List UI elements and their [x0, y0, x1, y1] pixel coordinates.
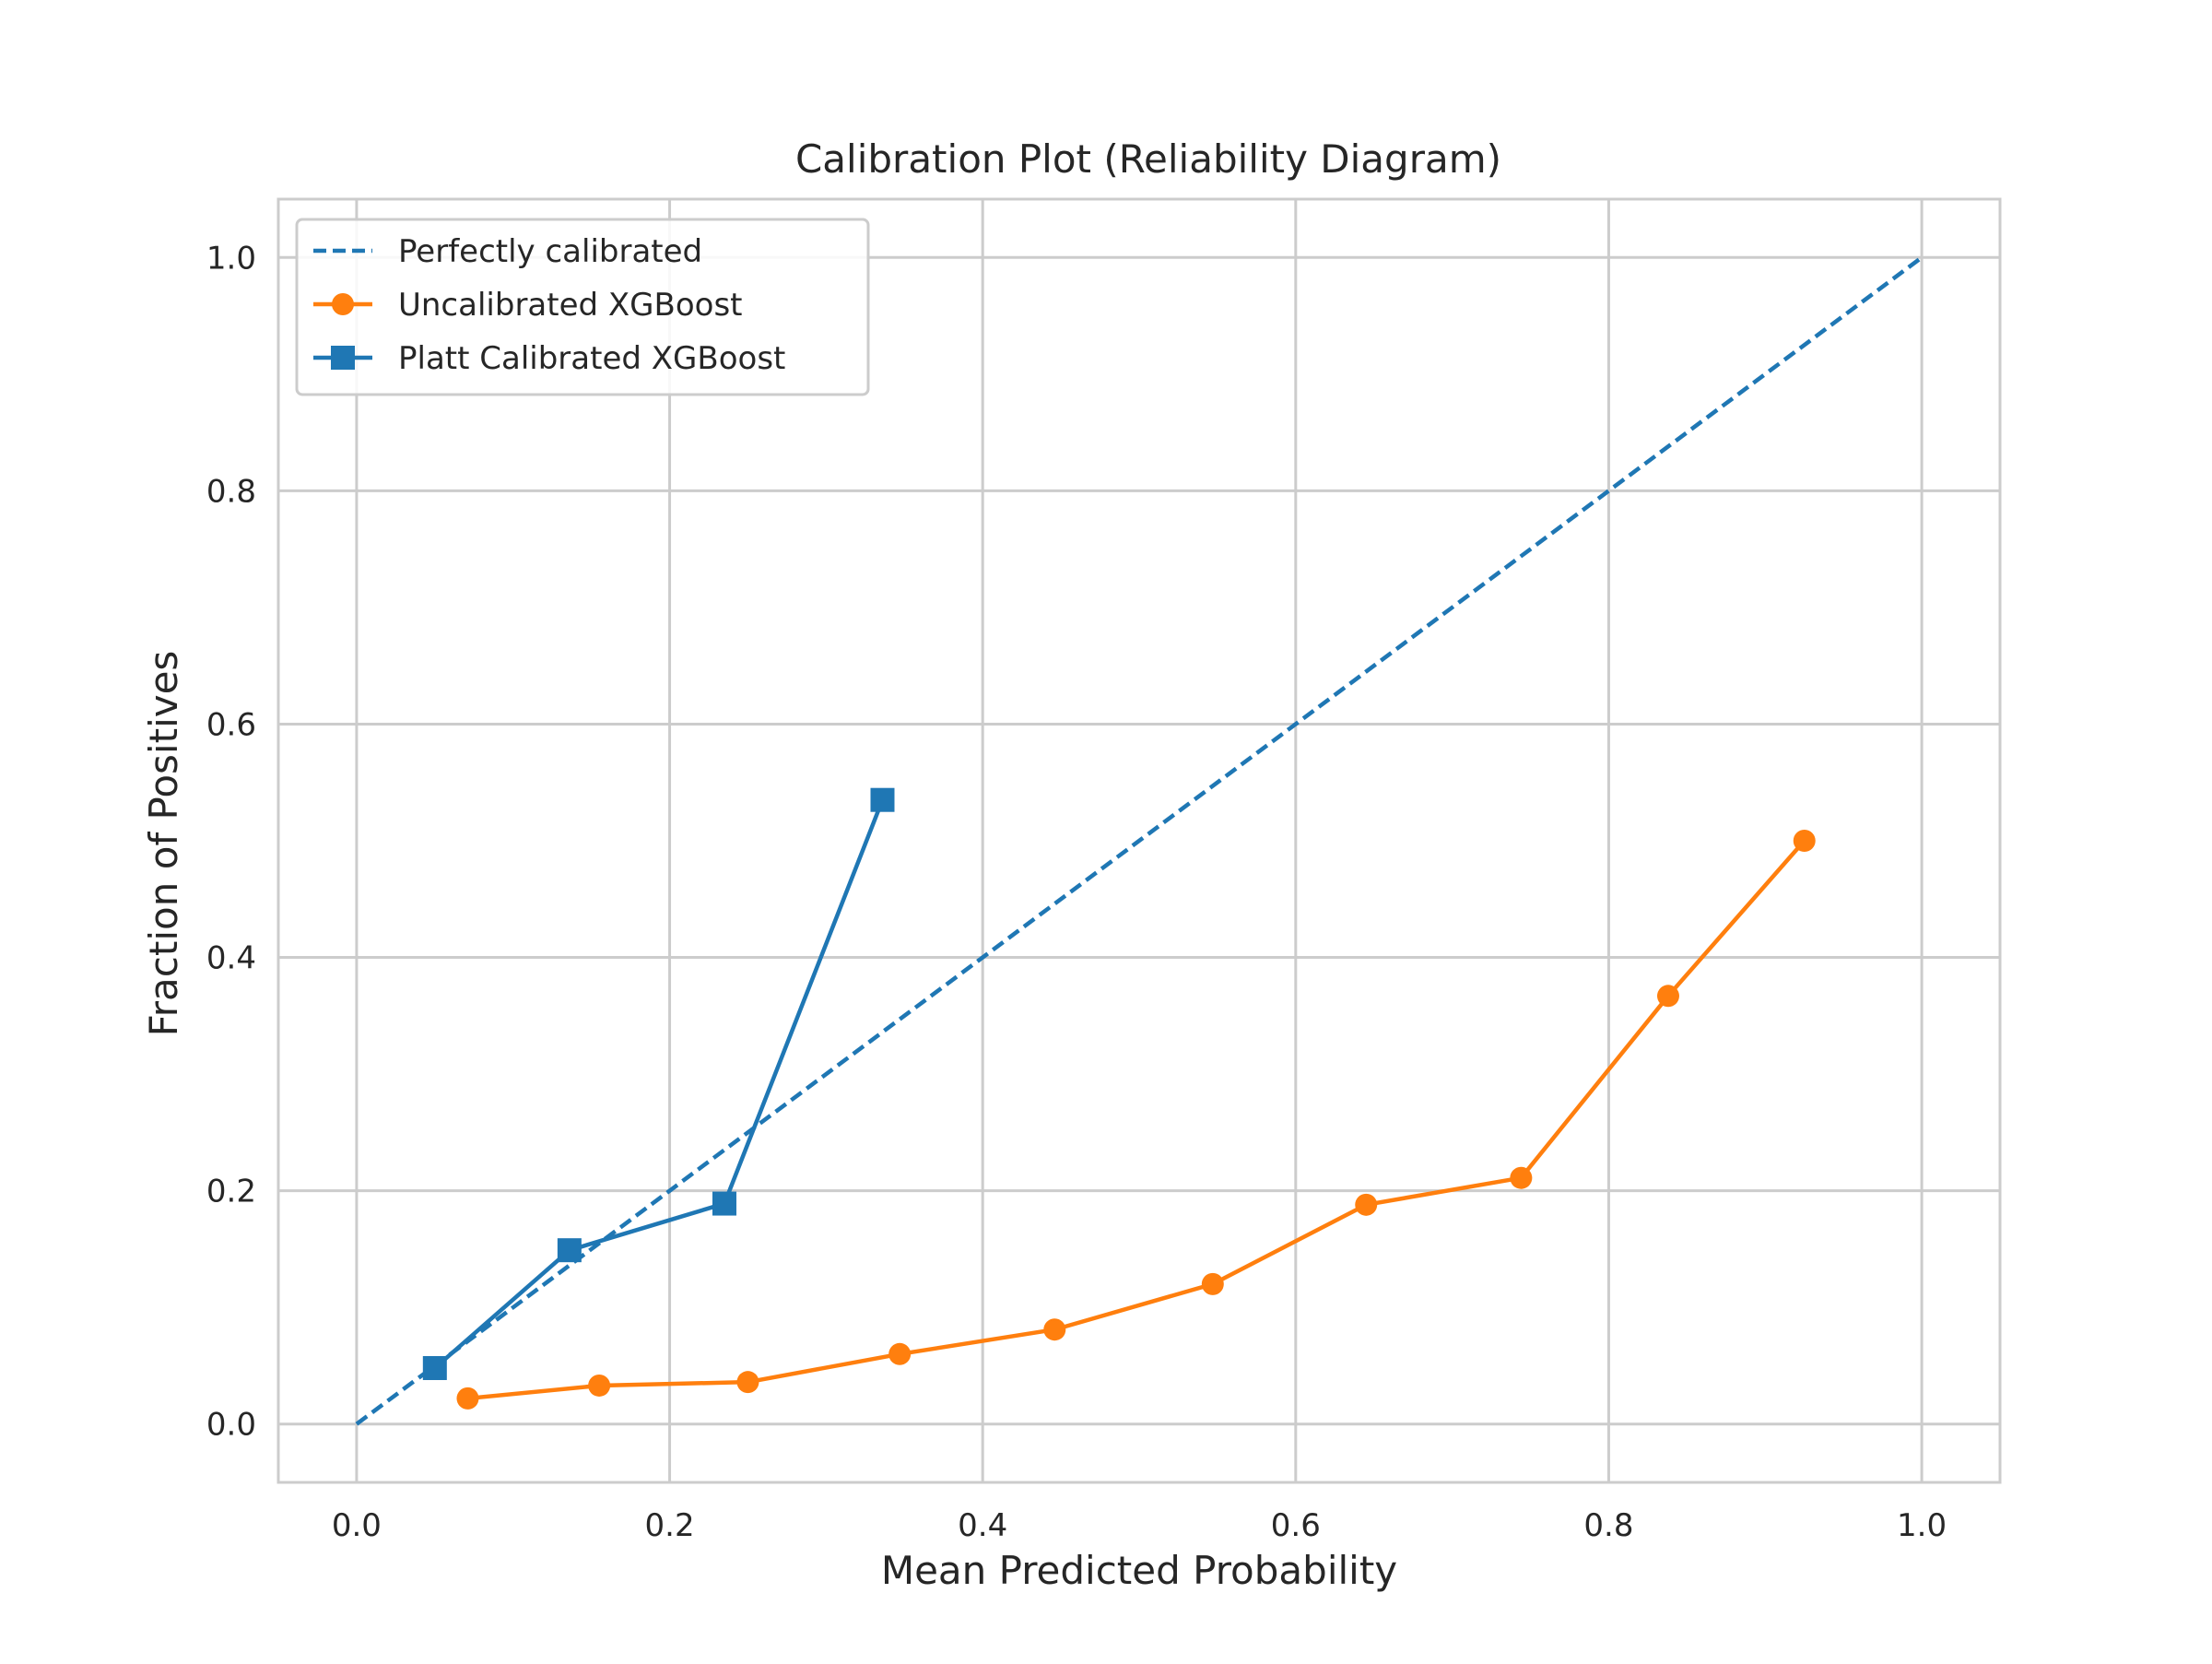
data-point — [422, 1355, 447, 1380]
legend-item: Uncalibrated XGBoost — [313, 287, 743, 324]
x-tick-label: 0.4 — [958, 1507, 1007, 1544]
data-point — [1656, 985, 1679, 1008]
x-tick-label: 0.0 — [332, 1507, 382, 1544]
legend: Perfectly calibrated Uncalibrated XGBoost… — [295, 218, 870, 396]
data-point — [456, 1387, 479, 1410]
series-uncalibrated-xgboost — [456, 830, 1816, 1410]
series-line — [433, 798, 885, 1370]
plot-frame — [276, 197, 2002, 1484]
series-line — [355, 255, 1924, 1426]
axes: 0.0 0.2 0.4 0.6 0.8 1.0 0.0 0.2 0.4 0.6 0.8 1.0 — [206, 197, 2002, 1544]
series-line — [467, 839, 1806, 1401]
x-tick-label: 1.0 — [1897, 1507, 1947, 1544]
legend-box — [295, 218, 870, 396]
x-tick-label: 0.6 — [1271, 1507, 1321, 1544]
legend-label: Uncalibrated XGBoost — [398, 287, 743, 324]
legend-item: Perfectly calibrated — [313, 233, 702, 270]
data-point — [588, 1374, 611, 1397]
x-tick-label: 0.8 — [1583, 1507, 1633, 1544]
y-tick-label: 0.6 — [206, 706, 256, 743]
data-point — [888, 1342, 912, 1365]
data-point — [1201, 1272, 1224, 1295]
chart-title: Calibration Plot (Reliability Diagram) — [795, 136, 1501, 182]
legend-label: Platt Calibrated XGBoost — [398, 340, 785, 377]
legend-marker — [331, 346, 355, 370]
series-platt-calibrated-xgboost — [422, 787, 895, 1380]
y-tick-label: 1.0 — [206, 240, 256, 277]
data-point — [712, 1191, 736, 1216]
series-perfectly-calibrated — [355, 255, 1924, 1426]
legend-marker — [332, 293, 354, 315]
y-tick-label: 0.0 — [206, 1407, 256, 1444]
y-axis-label: Fraction of Positives — [141, 651, 186, 1037]
data-point — [557, 1238, 582, 1263]
data-point — [1510, 1166, 1533, 1189]
y-tick-label: 0.2 — [206, 1174, 256, 1210]
data-point — [1043, 1318, 1066, 1341]
series-layer — [355, 255, 1924, 1426]
x-axis-label: Mean Predicted Probability — [881, 1548, 1397, 1593]
data-point — [870, 787, 895, 812]
y-tick-label: 0.4 — [206, 940, 256, 977]
legend-item: Platt Calibrated XGBoost — [313, 340, 785, 377]
data-point — [1793, 830, 1816, 852]
data-point — [736, 1371, 759, 1394]
data-point — [1355, 1193, 1378, 1216]
y-tick-label: 0.8 — [206, 473, 256, 510]
legend-label: Perfectly calibrated — [398, 233, 702, 270]
x-tick-label: 0.2 — [645, 1507, 695, 1544]
